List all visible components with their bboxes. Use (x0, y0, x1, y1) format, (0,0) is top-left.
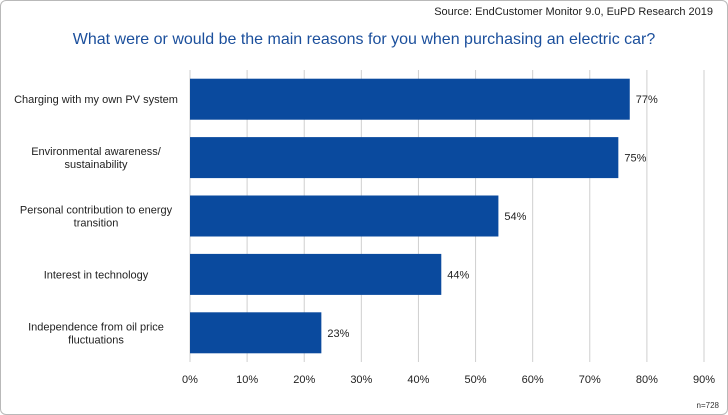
x-tick-label: 40% (407, 374, 429, 386)
category-label: Interest in technology (44, 269, 149, 281)
x-tick-label: 80% (636, 374, 658, 386)
chart-title: What were or would be the main reasons f… (72, 31, 656, 48)
x-tick-label: 60% (522, 374, 544, 386)
bar (190, 195, 499, 237)
category-label: Independence from oil price fluctuations (28, 321, 164, 346)
sample-size-note: n=728 (696, 401, 719, 410)
x-tick-label: 0% (182, 374, 198, 386)
x-tick-label: 30% (350, 374, 372, 386)
x-tick-label: 90% (693, 374, 715, 386)
category-label: Environmental awareness/sustainability (31, 146, 162, 171)
x-tick-label: 70% (579, 374, 601, 386)
category-label: Personal contribution to energy transitio… (20, 205, 173, 230)
bar-value-label: 77% (636, 94, 658, 106)
bar (190, 78, 630, 120)
x-tick-label: 10% (236, 374, 258, 386)
bar (190, 253, 442, 295)
category-label: Charging with my own PV system (14, 94, 178, 106)
source-note: Source: EndCustomer Monitor 9.0, EuPD Re… (434, 6, 713, 18)
bar-value-label: 54% (504, 211, 526, 223)
bar-value-label: 44% (447, 269, 469, 281)
bar-value-label: 75% (624, 153, 646, 165)
bar-value-label: 23% (327, 328, 349, 340)
x-tick-label: 20% (293, 374, 315, 386)
x-tick-label: 50% (465, 374, 487, 386)
bar (190, 312, 322, 354)
bar (190, 137, 619, 179)
